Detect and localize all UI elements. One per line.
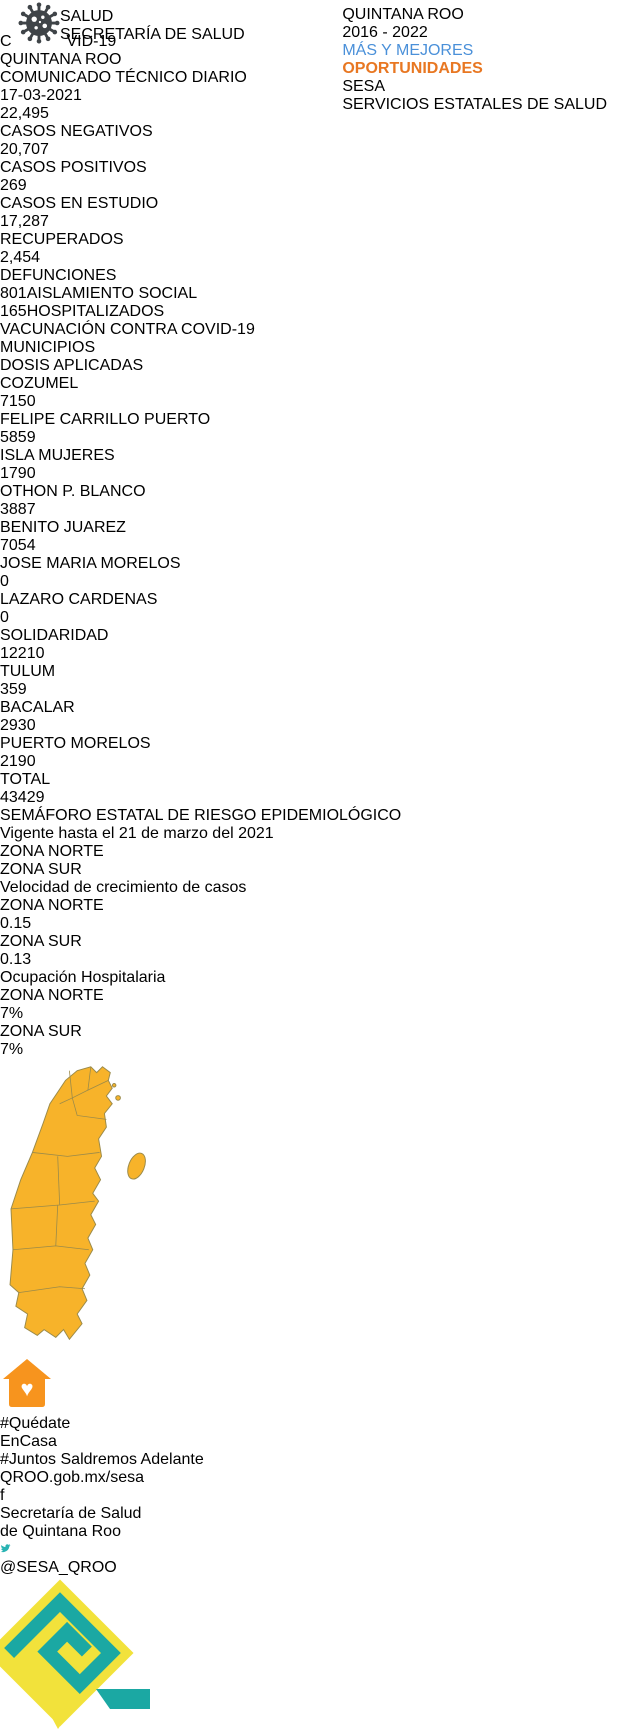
salud-logo: SALUD SECRETARÍA DE SALUD (12, 6, 245, 46)
semaforo-section: SEMÁFORO ESTATAL DE RIESGO EPIDEMIOLÓGIC… (0, 807, 617, 1356)
oportunidades-logo: MÁS Y MEJORES OPORTUNIDADES (342, 42, 607, 78)
velocidad-title: Velocidad de crecimiento de casos (0, 879, 247, 896)
eagle-seal-icon (12, 6, 52, 46)
table-row: ISLA MUJERES 1790 (0, 447, 115, 482)
table-row: SOLIDARIDAD 12210 (0, 627, 109, 662)
recuperados-label: RECUPERADOS (0, 231, 124, 248)
table-row: LAZARO CARDENAS 0 (0, 591, 158, 626)
facebook-icon: f (0, 1487, 5, 1504)
sesa-subtitle: SERVICIOS ESTATALES DE SALUD (342, 96, 607, 113)
defunciones-label: DEFUNCIONES (0, 267, 117, 284)
table-row: BENITO JUAREZ 7054 (0, 519, 126, 554)
positivos-label: CASOS POSITIVOS (0, 159, 147, 176)
aislamiento-hospitalizados-box: 801AISLAMIENTO SOCIAL 165HOSPITALIZADOS (0, 285, 617, 321)
negativos-box: 22,495 (0, 105, 617, 123)
table-row: BACALAR 2930 (0, 699, 75, 734)
positivos-breakdown-panel: 17,287 RECUPERADOS 2,454 DEFUNCIONES 801… (0, 213, 617, 321)
website-link[interactable]: QROO.gob.mx/sesa (0, 1469, 617, 1487)
defunciones-value: 2,454 (0, 249, 41, 266)
positivos-box: 20,707 (0, 141, 617, 159)
twitter-icon (0, 1541, 617, 1559)
estudio-box: 269 (0, 177, 617, 195)
covid-title-c: C (0, 33, 12, 50)
ocupacion-title: Ocupación Hospitalaria (0, 969, 166, 986)
table-row: ZONA NORTE 0.15 (0, 897, 104, 932)
table-row: JOSE MARIA MORELOS 0 (0, 555, 181, 590)
vaccination-table: VACUNACIÓN CONTRA COVID-19 MUNICIPIOS DO… (0, 321, 617, 807)
salud-subtitle: SECRETARÍA DE SALUD (60, 26, 245, 43)
oportunidades-line1: MÁS Y MEJORES (342, 42, 474, 59)
quedate-line1: #Quédate (0, 1415, 71, 1432)
qroo-logo-text: QUINTANA ROO (342, 6, 464, 23)
stats-section: 22,495 CASOS NEGATIVOS 20,707 CASOS POSI… (0, 105, 617, 321)
table-row-total: TOTAL 43429 (0, 771, 51, 806)
col-municipios: MUNICIPIOS (0, 339, 96, 356)
coronavirus-icon (18, 2, 60, 44)
footer-bar: QROO.gob.mx/sesa f Secretaría de Salud d… (0, 1469, 617, 1577)
negativos-label: CASOS NEGATIVOS (0, 123, 153, 140)
estudio-label: CASOS EN ESTUDIO (0, 195, 159, 212)
table-row: FELIPE CARRILLO PUERTO 5859 (0, 411, 211, 446)
positivos-value: 20,707 (0, 141, 49, 158)
site-bold: QROO (0, 1469, 49, 1486)
aislamiento-label: AISLAMIENTO SOCIAL (26, 285, 198, 302)
hospitalizados-value: 165 (0, 303, 27, 320)
quintana-roo-gov-logo: QUINTANA ROO 2016 - 2022 (342, 6, 607, 42)
header: SALUD SECRETARÍA DE SALUD QUINTANA ROO 2… (12, 6, 607, 113)
facebook-link[interactable]: f Secretaría de Salud de Quintana Roo (0, 1487, 617, 1541)
vaccination-header-row: MUNICIPIOS DOSIS APLICADAS (0, 339, 617, 375)
vaccination-title: VACUNACIÓN CONTRA COVID-19 (0, 321, 255, 338)
facebook-line1: Secretaría de Salud (0, 1505, 142, 1522)
aislamiento-value: 801 (0, 285, 27, 302)
table-row: COZUMEL 7150 (0, 375, 79, 410)
qroo-logo-years: 2016 - 2022 (342, 24, 428, 41)
ocupacion-table: ZONA NORTE 7% ZONA SUR 7% (0, 987, 617, 1059)
heart-icon: ♥ (20, 1376, 33, 1401)
defunciones-box: 2,454 (0, 249, 617, 267)
region-title: QUINTANA ROO (0, 51, 122, 68)
recuperados-value: 17,287 (0, 213, 49, 230)
recuperados-box: 17,287 (0, 213, 617, 231)
table-row: ZONA SUR 7% (0, 1023, 82, 1058)
table-row: OTHON P. BLANCO 3887 (0, 483, 146, 518)
juntos-part2: Saldremos (60, 1451, 137, 1468)
semaforo-title: SEMÁFORO ESTATAL DE RIESGO EPIDEMIOLÓGIC… (0, 807, 402, 824)
table-row: TULUM 359 (0, 663, 56, 698)
table-row: ZONA SUR 0.13 (0, 933, 82, 968)
qroo-corner-logo (0, 1579, 150, 1729)
banner-title: COMUNICADO TÉCNICO DIARIO (0, 69, 247, 86)
quintana-roo-map (9, 1066, 146, 1341)
semaforo-legend: ZONA NORTE ZONA SUR (0, 843, 617, 879)
oportunidades-line2: OPORTUNIDADES (342, 60, 483, 77)
covid-brand: C (0, 0, 617, 69)
salud-title: SALUD (60, 8, 114, 25)
sesa-title: SESA (342, 78, 386, 95)
twitter-handle: @SESA_QROO (0, 1559, 117, 1576)
juntos-part1: #Juntos (0, 1451, 57, 1468)
facebook-line2: de Quintana Roo (0, 1523, 121, 1540)
juntos-part3: Adelante (140, 1451, 204, 1468)
col-dosis: DOSIS APLICADAS (0, 357, 144, 374)
quedate-line2: EnCasa (0, 1433, 57, 1450)
quedate-en-casa-badge: #Quédate EnCasa (0, 1415, 617, 1451)
hospitalizados-label: HOSPITALIZADOS (26, 303, 165, 320)
covid-title-rest: VID-19 (66, 33, 117, 50)
site-rest: .gob.mx/sesa (48, 1469, 145, 1486)
estudio-value: 269 (0, 177, 27, 194)
banner: COMUNICADO TÉCNICO DIARIO 17-03-2021 (0, 69, 617, 105)
banner-date: 17-03-2021 (0, 87, 82, 104)
table-row: PUERTO MORELOS 2190 (0, 735, 151, 770)
legend-label: ZONA NORTE (0, 843, 104, 860)
negativos-value: 22,495 (0, 105, 49, 122)
juntos-saldremos-adelante-banner: #Juntos Saldremos Adelante (0, 1451, 617, 1469)
legend-label: ZONA SUR (0, 861, 82, 878)
velocidad-table: ZONA NORTE 0.15 ZONA SUR 0.13 (0, 897, 617, 969)
main-panel: VACUNACIÓN CONTRA COVID-19 MUNICIPIOS DO… (0, 321, 617, 1356)
twitter-link[interactable]: @SESA_QROO (0, 1541, 617, 1577)
semaforo-validity: Vigente hasta el 21 de marzo del 2021 (0, 825, 274, 842)
stay-home-house-icon: ♥ (3, 1359, 51, 1407)
table-row: ZONA NORTE 7% (0, 987, 104, 1022)
sesa-logo: SESA SERVICIOS ESTATALES DE SALUD (342, 78, 607, 114)
